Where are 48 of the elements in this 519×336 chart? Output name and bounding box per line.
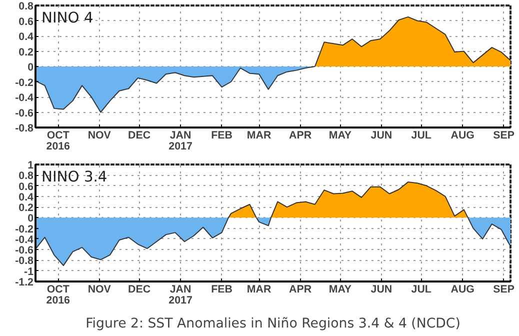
y-tick-label: 0 [28,212,34,225]
y-tick-label: 0.2 [18,46,34,58]
y-tick-label: -0.4 [15,92,34,104]
x-tick-label: MAY [328,284,352,296]
x-tick-label: APR [289,284,312,296]
x-tick-label: APR [289,130,312,142]
x-tick-label: JUL [411,284,432,296]
y-tick-label: -0.8 [15,255,34,268]
y-tick-label: 0.8 [18,0,34,12]
y-tick-label: 0.4 [18,191,34,204]
x-tick-label: MAR [246,284,272,296]
caption: Figure 2: SST Anomalies in Niño Regions 3.4 & 4 (NCDC) [86,316,460,332]
x-tick-label: NOV [88,130,112,142]
x-tick-label: AUG [450,284,474,296]
y-tick-label: -0.6 [15,244,34,257]
y-tick-label: -0.6 [15,107,34,120]
x-tick-label: NOV [88,284,112,296]
x-tick-label: SEP [493,130,515,142]
y-tick-label: 0.6 [18,16,34,28]
x-tick-label: JUN [370,284,392,296]
y-tick-label: 0.4 [18,31,34,43]
x-tick-label: OCT 2016 [46,284,70,306]
x-tick-label: DEC [128,130,151,142]
x-tick-label: JAN 2017 [168,130,192,152]
y-tick-label: 0 [28,62,34,74]
y-tick-label: 0.2 [18,202,34,214]
y-tick-label: 0.6 [18,180,34,193]
y-tick-label: 1 [28,160,34,172]
x-tick-label: FEB [211,130,233,142]
x-tick-label: JAN 2017 [168,284,192,306]
x-tick-label: FEB [211,284,233,296]
x-tick-label: DEC [128,284,151,296]
x-tick-label: MAR [246,130,272,142]
y-tick-label: -0.2 [15,223,34,236]
y-tick-label: -0.4 [15,234,34,246]
chart-title: NINO 3.4 [42,168,108,186]
y-tick-label: -1.2 [15,276,34,288]
y-tick-label: -0.8 [15,122,34,134]
x-tick-label: JUL [411,130,432,142]
x-tick-label: OCT 2016 [46,130,70,152]
chart-title: NINO 4 [42,10,94,26]
y-tick-label: 0.8 [18,170,34,182]
x-tick-label: AUG [450,130,474,142]
y-tick-label: -1 [24,266,34,278]
x-tick-label: JUN [370,130,392,142]
x-tick-label: MAY [328,130,352,142]
y-tick-label: -0.2 [15,76,34,89]
x-tick-label: SEP [493,284,515,296]
